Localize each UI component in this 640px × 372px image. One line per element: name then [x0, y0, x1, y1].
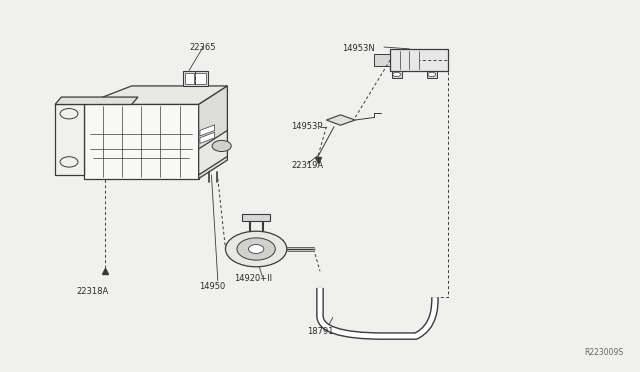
Polygon shape — [427, 71, 437, 78]
Polygon shape — [392, 71, 402, 78]
Circle shape — [393, 72, 401, 77]
Polygon shape — [198, 131, 227, 175]
Text: 22318A: 22318A — [76, 287, 108, 296]
Polygon shape — [55, 105, 84, 175]
Text: 14950: 14950 — [198, 282, 225, 291]
Polygon shape — [326, 115, 355, 125]
Circle shape — [212, 140, 231, 151]
Text: R223009S: R223009S — [584, 348, 623, 357]
Polygon shape — [182, 71, 208, 86]
Polygon shape — [200, 132, 214, 143]
Polygon shape — [198, 86, 227, 179]
Polygon shape — [195, 73, 206, 84]
Text: 18791: 18791 — [307, 327, 333, 336]
Circle shape — [225, 231, 287, 267]
Text: 14920+II: 14920+II — [234, 274, 272, 283]
Circle shape — [428, 72, 436, 77]
Circle shape — [60, 157, 78, 167]
Polygon shape — [84, 86, 227, 105]
Polygon shape — [184, 73, 193, 84]
Polygon shape — [242, 214, 270, 221]
Text: 22365: 22365 — [189, 42, 216, 51]
Polygon shape — [200, 125, 214, 136]
Circle shape — [237, 238, 275, 260]
Text: 22319A: 22319A — [291, 161, 323, 170]
Circle shape — [248, 244, 264, 253]
Text: 14953P: 14953P — [291, 122, 323, 131]
Circle shape — [60, 109, 78, 119]
Polygon shape — [390, 49, 448, 71]
Text: 14953N: 14953N — [342, 44, 375, 53]
Polygon shape — [374, 54, 390, 65]
Polygon shape — [84, 105, 198, 179]
Polygon shape — [55, 97, 138, 105]
